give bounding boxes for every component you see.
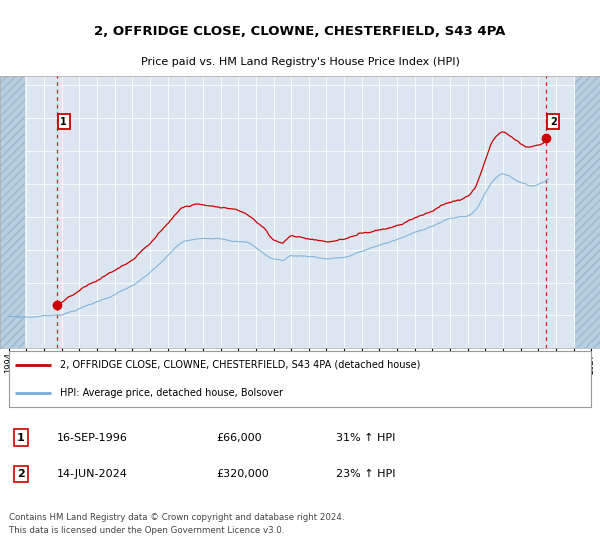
Text: 2: 2 [550,116,557,127]
Text: 2, OFFRIDGE CLOSE, CLOWNE, CHESTERFIELD, S43 4PA (detached house): 2, OFFRIDGE CLOSE, CLOWNE, CHESTERFIELD,… [60,360,421,370]
Text: 31% ↑ HPI: 31% ↑ HPI [336,432,395,442]
Text: 16-SEP-1996: 16-SEP-1996 [57,432,128,442]
Text: Contains HM Land Registry data © Crown copyright and database right 2024.
This d: Contains HM Land Registry data © Crown c… [9,513,344,535]
Text: £320,000: £320,000 [216,469,269,479]
Text: Price paid vs. HM Land Registry's House Price Index (HPI): Price paid vs. HM Land Registry's House … [140,57,460,67]
FancyBboxPatch shape [9,351,591,407]
Bar [0,76,25,348]
Text: 2: 2 [17,469,25,479]
Text: 23% ↑ HPI: 23% ↑ HPI [336,469,395,479]
Text: 2, OFFRIDGE CLOSE, CLOWNE, CHESTERFIELD, S43 4PA: 2, OFFRIDGE CLOSE, CLOWNE, CHESTERFIELD,… [94,25,506,38]
Text: £66,000: £66,000 [216,432,262,442]
Text: 1: 1 [61,116,67,127]
Bar [575,76,600,348]
Text: 14-JUN-2024: 14-JUN-2024 [57,469,128,479]
Text: HPI: Average price, detached house, Bolsover: HPI: Average price, detached house, Bols… [60,388,283,398]
Text: 1: 1 [17,432,25,442]
